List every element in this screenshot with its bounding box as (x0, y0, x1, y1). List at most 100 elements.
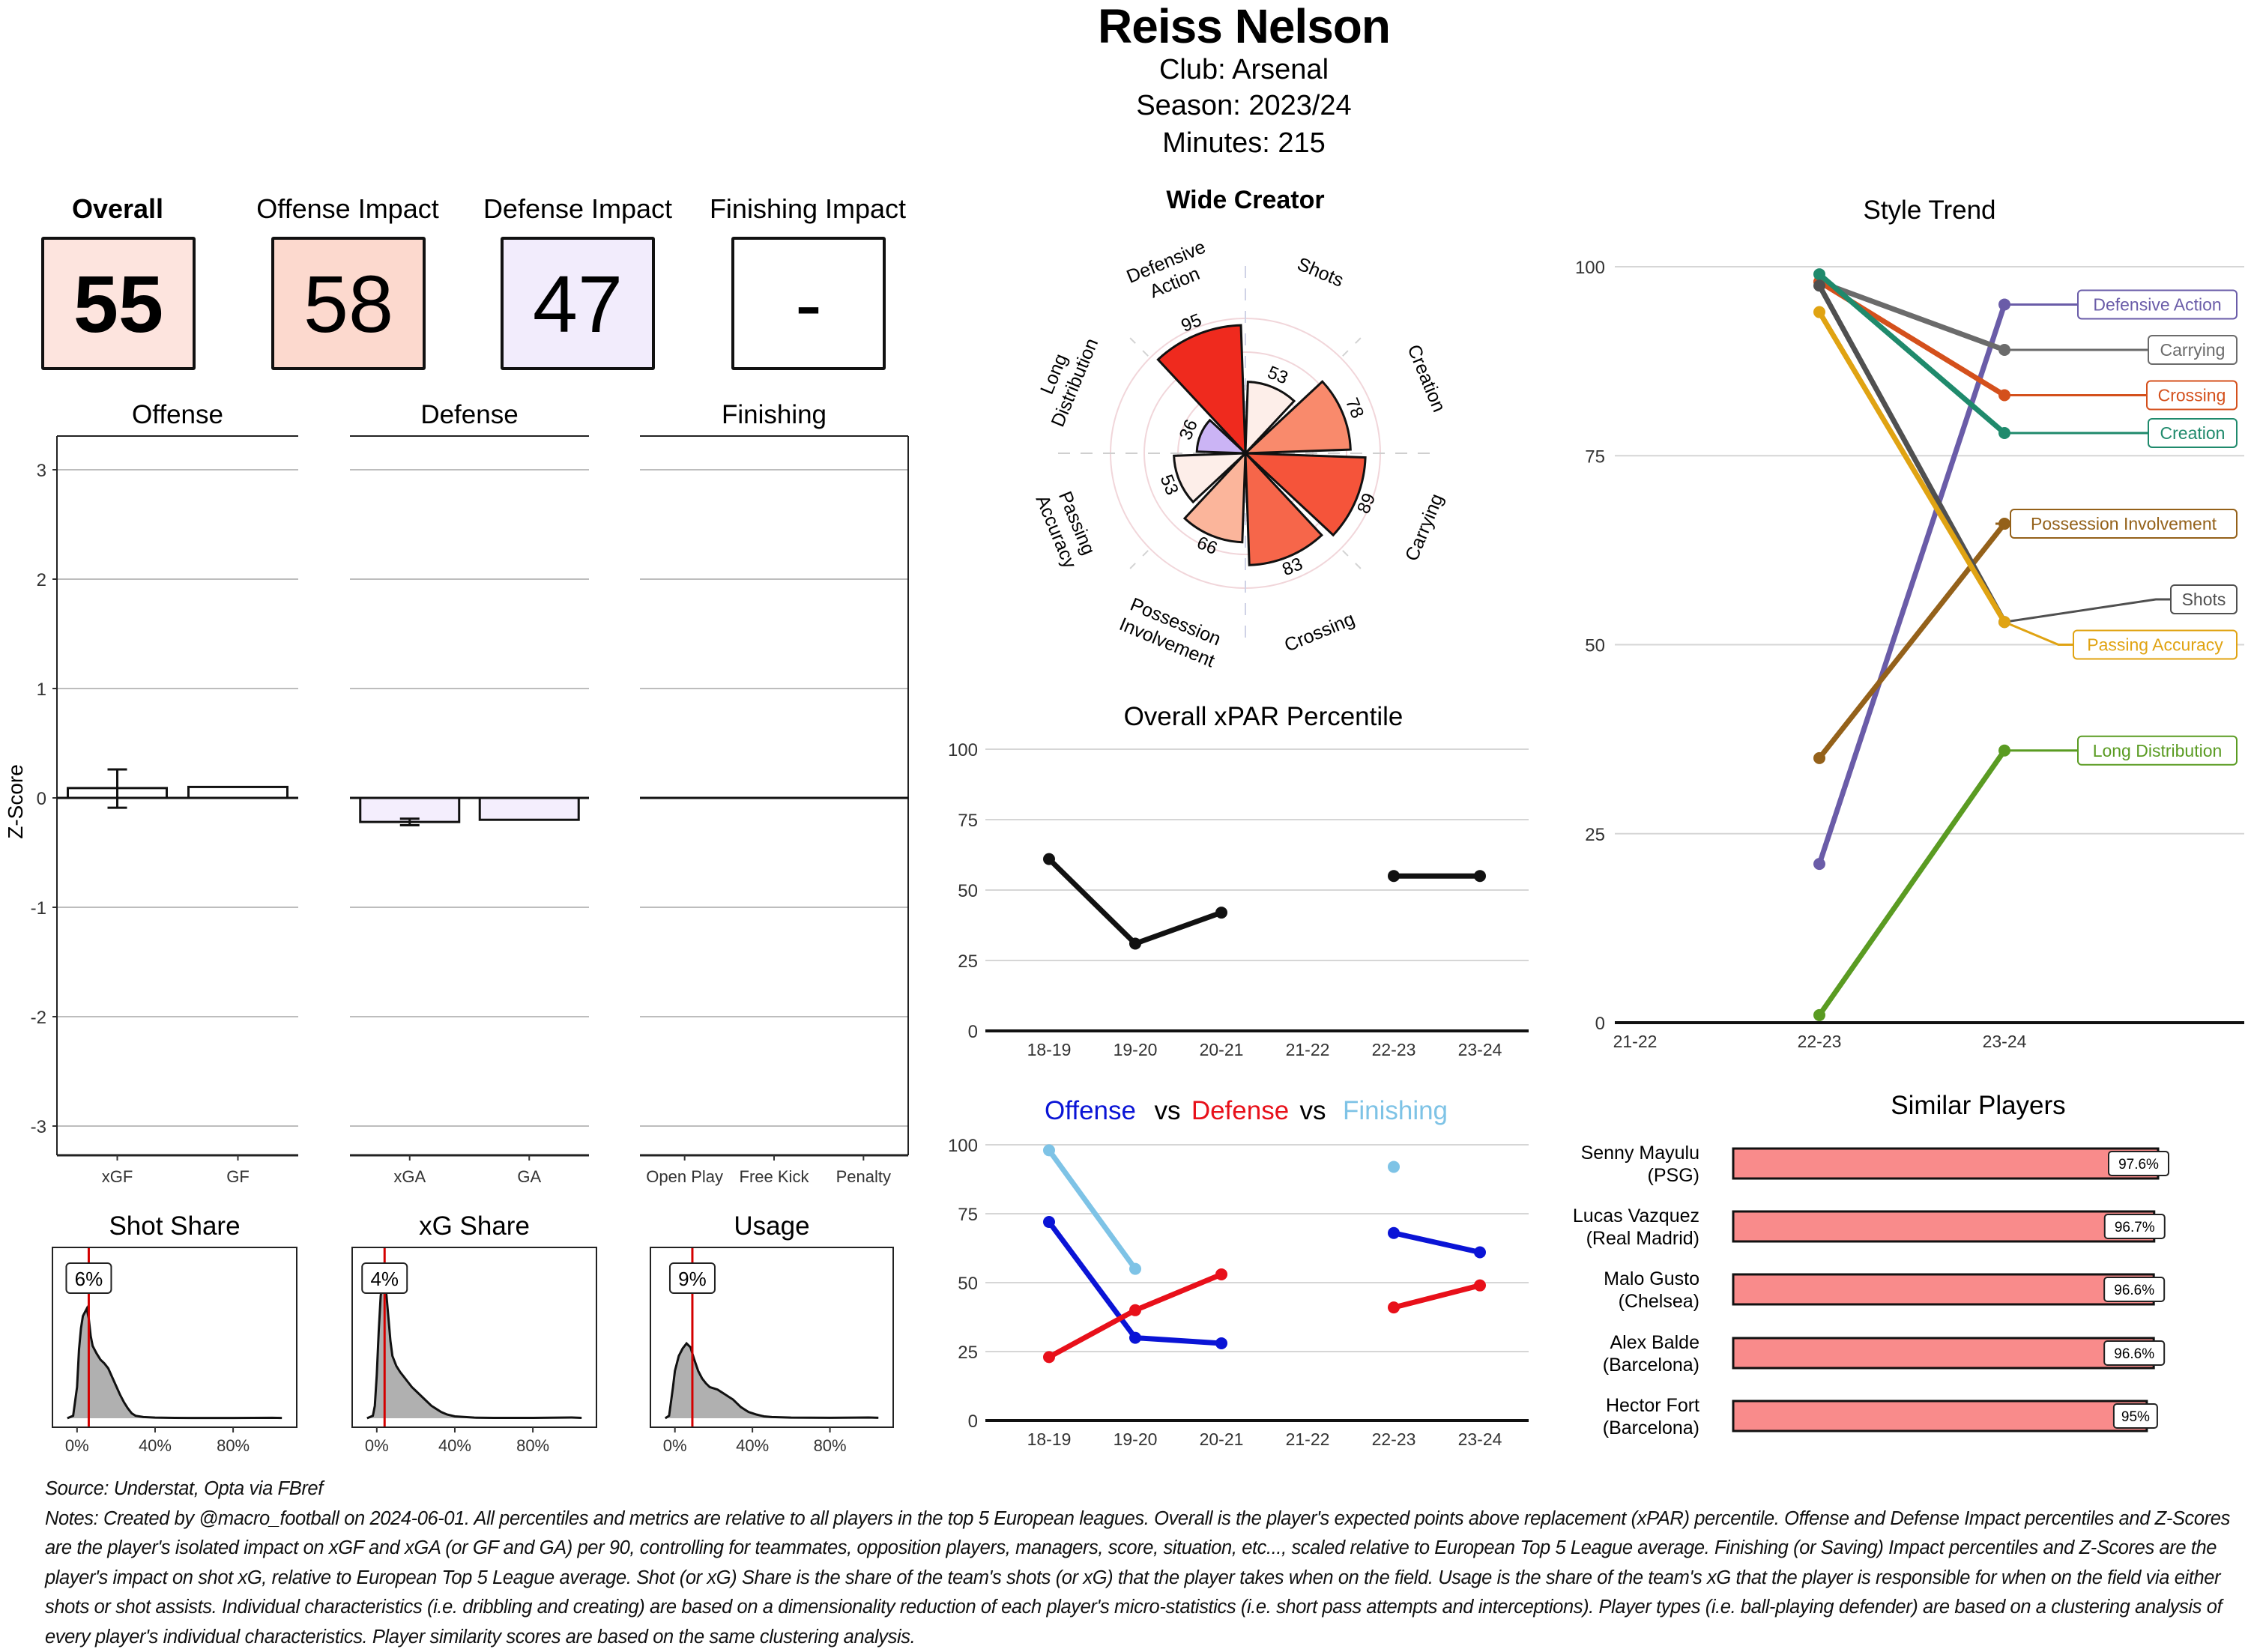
similarity-bar (1733, 1338, 2154, 1368)
similar-player-name: (Real Madrid) (1586, 1228, 1699, 1249)
similar-player-row: Lucas Vazquez(Real Madrid)96.7% (1573, 1205, 2165, 1249)
similar-players-chart: Similar Players Senny Mayulu(PSG)97.6%Lu… (1559, 1079, 2248, 1453)
odf-title-part: vs (1155, 1096, 1181, 1125)
trend-series-shots: Shots (1813, 279, 2237, 628)
y-tick-label: -2 (31, 1008, 46, 1028)
x-tick-label-free-kick: Free Kick (740, 1167, 810, 1186)
x-tick-label: 22-23 (1798, 1032, 1842, 1051)
player-marker-label: 4% (370, 1268, 399, 1290)
x-tick-label-ga: GA (517, 1167, 541, 1186)
series-point (1129, 1304, 1141, 1316)
radar-category-text: Shots (1294, 253, 1347, 291)
radar-category-text: Crossing (1281, 608, 1358, 656)
trend-point (1813, 1009, 1825, 1021)
series-point (1129, 937, 1141, 949)
similar-player-row: Alex Balde(Barcelona)96.6% (1603, 1332, 2164, 1376)
similarity-label: 96.6% (2114, 1283, 2154, 1298)
x-tick-label: 0% (65, 1436, 89, 1455)
series-point (1215, 907, 1227, 919)
series-xpar (1043, 853, 1486, 950)
series-segment (1049, 1150, 1135, 1268)
similar-player-name: (Chelsea) (1619, 1291, 1699, 1312)
similar-player-name: Lucas Vazquez (1573, 1205, 1699, 1226)
x-tick-label: 19-20 (1114, 1040, 1158, 1059)
season-line: Season: 2023/24 (1136, 90, 1351, 122)
similarity-label: 97.6% (2118, 1157, 2159, 1173)
x-tick-label: 40% (736, 1436, 769, 1455)
y-tick-label: 75 (958, 811, 978, 831)
trend-label: Creation (2160, 423, 2226, 443)
similar-player-name: Hector Fort (1606, 1395, 1699, 1416)
overall-card-value: 55 (73, 257, 163, 351)
y-tick-label: 0 (968, 1412, 978, 1432)
panel-defense: Defense xGA GA (350, 400, 589, 1186)
y-tick-label: 1 (37, 680, 46, 700)
series-point (1043, 1351, 1055, 1363)
series-finishing (1043, 1144, 1400, 1274)
x-tick-label-penalty: Penalty (836, 1167, 891, 1186)
x-tick-label: 19-20 (1114, 1429, 1158, 1449)
x-tick-label: 80% (814, 1436, 847, 1455)
finishing-impact-card-value: - (795, 257, 822, 351)
x-tick-label: 40% (438, 1436, 471, 1455)
bar-gf (189, 787, 288, 798)
series-point (1215, 1268, 1227, 1280)
similar-player-name: Alex Balde (1610, 1332, 1699, 1353)
radar-category-text: Carrying (1401, 491, 1448, 564)
series-segment (1049, 859, 1135, 944)
panel-title-defense: Defense (420, 400, 518, 429)
radar-axis-diag (1127, 335, 1148, 356)
x-tick-label: 23-24 (1458, 1040, 1502, 1059)
odf-title-part: Finishing (1343, 1096, 1448, 1125)
y-tick-label: 2 (37, 570, 46, 590)
series-point (1043, 853, 1055, 865)
trend-label-leader (2004, 622, 2073, 644)
series-point (1215, 1337, 1227, 1349)
x-tick-label-open-play: Open Play (646, 1167, 723, 1186)
trend-label-leader (2004, 599, 2171, 622)
y-tick-label: 50 (1585, 636, 1605, 656)
style-trend-title: Style Trend (1863, 196, 1995, 225)
y-tick-label: 3 (37, 461, 46, 481)
trend-label: Shots (2182, 590, 2226, 609)
radar-title: Wide Creator (1166, 186, 1324, 214)
trend-label: Possession Involvement (2031, 514, 2217, 533)
series-point (1388, 870, 1400, 882)
similar-player-row: Malo Gusto(Chelsea)96.6% (1604, 1268, 2164, 1312)
similarity-bar (1733, 1149, 2158, 1179)
similar-player-name: (Barcelona) (1603, 1355, 1699, 1376)
y-tick-label: 25 (958, 1343, 978, 1363)
trend-segment (1819, 304, 2004, 864)
x-tick-label: 0% (365, 1436, 389, 1455)
series-segment (1135, 1338, 1221, 1343)
trend-label: Carrying (2160, 340, 2226, 360)
defense-impact-card-value: 47 (533, 257, 623, 351)
x-tick-label-gf: GF (226, 1167, 250, 1186)
footer: Source: Understat, Opta via FBref Notes:… (45, 1474, 2241, 1652)
radar-category-label-carrying: Carrying (1401, 491, 1448, 564)
trend-segment (1819, 751, 2004, 1015)
series-point (1474, 1247, 1486, 1259)
density-area (67, 1309, 282, 1418)
x-tick-label: 80% (516, 1436, 549, 1455)
series-segment (1049, 1222, 1135, 1338)
x-tick-label-xga: xGA (393, 1167, 426, 1186)
series-point (1043, 1144, 1055, 1156)
series-point (1129, 1332, 1141, 1344)
x-tick-label: 23-24 (1458, 1429, 1502, 1449)
defense-impact-card: 47 (501, 237, 655, 370)
similarity-label: 95% (2121, 1409, 2150, 1425)
x-tick-label-xgf: xGF (102, 1167, 133, 1186)
odf-title-part: Offense (1045, 1096, 1136, 1125)
similarity-bar (1733, 1211, 2154, 1241)
y-tick-label: 75 (1585, 447, 1605, 467)
similar-player-name: (Barcelona) (1603, 1417, 1699, 1438)
